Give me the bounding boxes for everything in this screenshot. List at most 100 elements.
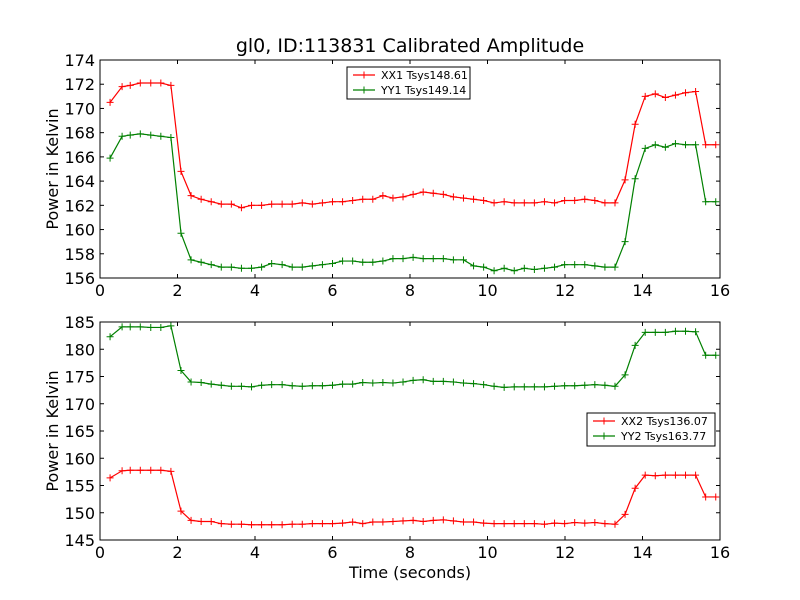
- data-point: [217, 200, 225, 208]
- data-point: [237, 264, 245, 272]
- data-point: [470, 380, 478, 388]
- data-point: [258, 381, 266, 389]
- data-point: [379, 257, 387, 265]
- series-1: [106, 79, 720, 212]
- data-point: [712, 141, 720, 149]
- data-point: [136, 130, 144, 138]
- data-point: [126, 323, 134, 331]
- data-point: [177, 167, 185, 175]
- x-tick-label: 4: [250, 281, 260, 300]
- data-point: [601, 199, 609, 207]
- legend-marker: [600, 417, 608, 425]
- data-point: [530, 383, 538, 391]
- data-point: [339, 380, 347, 388]
- data-point: [118, 83, 126, 91]
- data-point: [611, 263, 619, 271]
- data-point: [419, 255, 427, 263]
- data-point: [631, 175, 639, 183]
- data-point: [510, 383, 518, 391]
- data-point: [217, 520, 225, 528]
- data-point: [227, 200, 235, 208]
- figure-title: gl0, ID:113831 Calibrated Amplitude: [236, 35, 584, 57]
- data-point: [227, 263, 235, 271]
- x-tick-label: 14: [632, 543, 652, 562]
- data-point: [459, 379, 467, 387]
- data-point: [702, 351, 710, 359]
- data-point: [631, 341, 639, 349]
- data-point: [399, 193, 407, 201]
- data-point: [671, 140, 679, 148]
- data-point: [308, 382, 316, 390]
- data-point: [339, 198, 347, 206]
- data-point: [661, 94, 669, 102]
- data-point: [258, 263, 266, 271]
- data-point: [268, 259, 276, 267]
- data-point: [359, 195, 367, 203]
- data-point: [268, 521, 276, 529]
- data-point: [480, 519, 488, 527]
- data-point: [187, 378, 195, 386]
- data-point: [187, 516, 195, 524]
- data-point: [157, 323, 165, 331]
- data-point: [601, 381, 609, 389]
- data-point: [217, 381, 225, 389]
- data-point: [480, 381, 488, 389]
- data-point: [349, 380, 357, 388]
- data-point: [248, 383, 256, 391]
- data-point: [561, 520, 569, 528]
- data-point: [671, 91, 679, 99]
- data-point: [197, 378, 205, 386]
- data-point: [661, 328, 669, 336]
- data-point: [389, 517, 397, 525]
- data-point: [551, 263, 559, 271]
- legend-label: XX2 Tsys136.07: [621, 415, 708, 428]
- series-1: [106, 466, 720, 529]
- data-point: [671, 327, 679, 335]
- data-point: [157, 466, 165, 474]
- legend-marker: [360, 86, 368, 94]
- data-point: [197, 258, 205, 266]
- data-point: [248, 264, 256, 272]
- data-point: [339, 519, 347, 527]
- data-point: [298, 199, 306, 207]
- data-point: [278, 200, 286, 208]
- data-point: [167, 81, 175, 89]
- chart-panel-bottom: 0 2 4 6 8 10 12 14 16 145 150 155 160 165 170 175 180 185…: [43, 313, 730, 582]
- data-point: [349, 196, 357, 204]
- data-point: [631, 484, 639, 492]
- data-point: [490, 267, 498, 275]
- data-point: [470, 518, 478, 526]
- data-point: [561, 196, 569, 204]
- data-point: [126, 131, 134, 139]
- data-point: [500, 198, 508, 206]
- x-tick-label: 10: [477, 281, 497, 300]
- data-point: [470, 195, 478, 203]
- data-point: [278, 261, 286, 269]
- x-tick-label: 12: [555, 543, 575, 562]
- data-point: [439, 377, 447, 385]
- data-point: [278, 521, 286, 529]
- y-tick-label: 160: [64, 221, 95, 240]
- data-point: [419, 376, 427, 384]
- data-point: [429, 377, 437, 385]
- data-point: [329, 520, 336, 528]
- data-point: [187, 192, 195, 200]
- data-point: [278, 381, 286, 389]
- data-point: [611, 382, 619, 390]
- y-tick-label: 162: [64, 196, 95, 215]
- data-point: [439, 516, 447, 524]
- data-point: [510, 520, 518, 528]
- data-point: [520, 520, 528, 528]
- data-point: [217, 263, 225, 271]
- data-point: [661, 471, 669, 479]
- y-tick-label: 158: [64, 245, 95, 264]
- data-point: [601, 520, 609, 528]
- data-point: [631, 120, 639, 128]
- data-point: [106, 98, 114, 106]
- y-tick-label: 166: [64, 148, 95, 167]
- data-point: [480, 196, 488, 204]
- data-point: [702, 198, 710, 206]
- x-tick-label: 0: [95, 543, 105, 562]
- data-point: [268, 200, 276, 208]
